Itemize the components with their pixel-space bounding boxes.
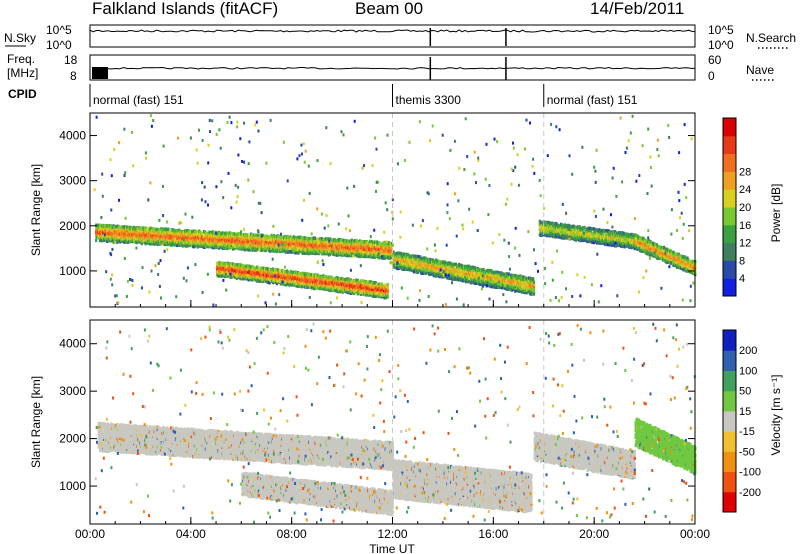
freq-block (92, 67, 108, 79)
nsky-label: N.Sky (4, 31, 36, 45)
date-label: 14/Feb/2011 (590, 0, 684, 18)
nave-tick-bottom: 0 (708, 69, 715, 83)
nsearch-tick-top: 10^5 (708, 23, 734, 37)
freq-panel: Freq. [MHz] 18 8 60 0 Nave (7, 52, 774, 83)
nave-label: Nave (746, 63, 774, 77)
nsky-line (90, 30, 695, 32)
nsky-tick-top: 10^5 (46, 23, 72, 37)
cpid-segment-2: normal (fast) 151 (547, 93, 638, 107)
nave-tick-top: 60 (708, 53, 722, 67)
nsearch-label: N.Search (746, 31, 796, 45)
scatter-cell (392, 244, 394, 247)
scatter-cell (387, 283, 389, 286)
station-title: Falkland Islands (fitACF) (92, 0, 278, 18)
freq-tick-top: 18 (64, 53, 78, 67)
nsky-panel: N.Sky 10^5 10^0 10^5 10^0 N.Search (4, 23, 796, 52)
radar-summary-figure: Falkland Islands (fitACF) Beam 00 14/Feb… (0, 0, 800, 554)
scatter-cell (387, 294, 389, 297)
scatter-cell (365, 280, 367, 283)
scatter-cell (508, 272, 510, 275)
freq-label: Freq. (7, 52, 35, 66)
freq-unit-label: [MHz] (7, 66, 38, 80)
freq-line (108, 68, 695, 70)
cpid-segment-0: normal (fast) 151 (93, 93, 184, 107)
nsky-trace (90, 28, 695, 46)
scatter-cell (533, 281, 535, 284)
cpid-panel: CPID normal (fast) 151 themis 3300 normal … (8, 84, 638, 107)
scatter-cell (95, 239, 97, 242)
cpid-segments: normal (fast) 151 themis 3300 normal (fast… (90, 84, 638, 107)
freq-trace (92, 57, 695, 80)
beam-label: Beam 00 (355, 0, 423, 18)
scatter-cell (387, 286, 389, 289)
cpid-label: CPID (8, 87, 37, 101)
scatter-cell (532, 277, 534, 280)
cpid-segment-1: themis 3300 (396, 93, 462, 107)
scatter-cell (167, 228, 169, 231)
nsearch-tick-bottom: 10^0 (708, 38, 734, 52)
freq-tick-bottom: 8 (70, 69, 77, 83)
nsky-tick-bottom: 10^0 (46, 38, 72, 52)
